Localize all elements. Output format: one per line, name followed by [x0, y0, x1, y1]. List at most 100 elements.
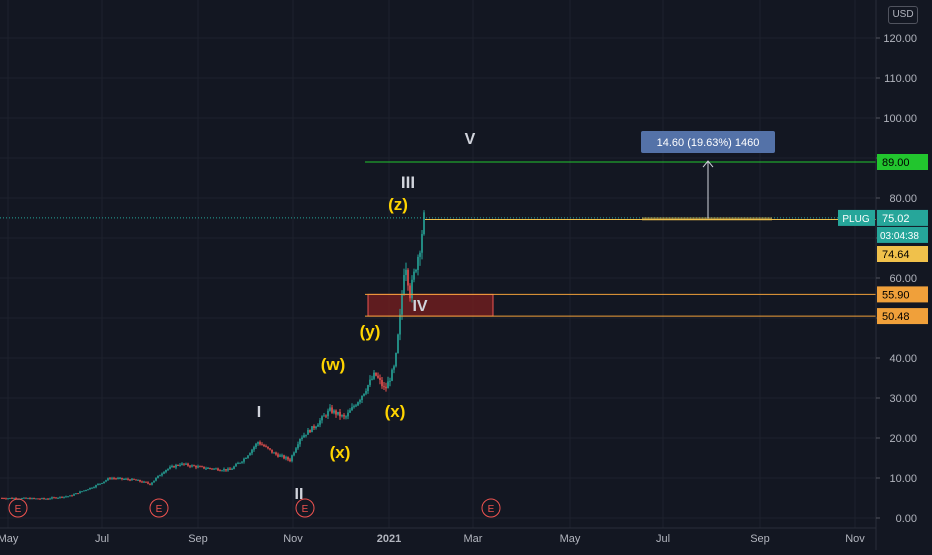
candle-body — [159, 475, 161, 477]
candle-body — [171, 466, 173, 468]
candle-body — [237, 463, 239, 465]
earnings-marker-label: E — [488, 504, 495, 515]
candle-body — [123, 479, 125, 481]
candle-body — [335, 410, 337, 415]
candle-body — [353, 406, 355, 408]
candle-body — [413, 271, 415, 280]
candle-body — [29, 498, 31, 500]
candle-body — [35, 498, 37, 500]
candle-body — [15, 498, 17, 500]
candle-body — [53, 497, 55, 499]
candle-body — [213, 468, 215, 470]
candle-body — [119, 477, 121, 479]
candle-body — [87, 489, 89, 491]
candle-body — [379, 377, 381, 381]
candle-body — [347, 412, 349, 417]
candle-body — [59, 496, 61, 498]
candle-body — [301, 437, 303, 440]
time-tick-label: Sep — [188, 533, 208, 545]
candle-body — [241, 461, 243, 463]
candle-body — [209, 467, 211, 469]
earnings-marker[interactable] — [295, 498, 315, 518]
candle-body — [229, 468, 231, 470]
candle-body — [421, 234, 423, 253]
candle-body — [235, 464, 237, 467]
time-tick-label: Mar — [464, 533, 483, 545]
candle-body — [375, 372, 377, 376]
price-tick-label: 10.00 — [889, 473, 917, 485]
candle-body — [219, 470, 221, 472]
candle-body — [11, 497, 13, 499]
candle-body — [223, 469, 225, 471]
candle-body — [43, 498, 45, 500]
candle-body — [313, 426, 315, 429]
candle-body — [345, 416, 347, 418]
candle-body — [7, 498, 9, 500]
candle-body — [357, 402, 359, 406]
candle-body — [181, 463, 183, 465]
grid — [0, 0, 876, 528]
candle-body — [299, 439, 301, 445]
candle-body — [141, 481, 143, 483]
candle-body — [411, 279, 413, 299]
candle-body — [165, 469, 167, 473]
wave-iv-zone — [367, 293, 494, 317]
candle-body — [269, 448, 271, 450]
candle-body — [169, 467, 171, 469]
candle-body — [37, 498, 39, 500]
candle-body — [57, 497, 59, 499]
candle-body — [157, 475, 159, 478]
time-tick-label: Jul — [656, 533, 670, 545]
candle-body — [199, 466, 201, 468]
measure-base — [642, 217, 772, 221]
candle-body — [273, 452, 275, 454]
price-tag-bg — [877, 246, 928, 262]
ticker-tag: PLUG — [842, 214, 869, 225]
candle-body — [149, 483, 151, 485]
candle-body — [383, 386, 385, 388]
candle-body — [45, 498, 47, 500]
candle-body — [81, 491, 83, 493]
earnings-marker[interactable] — [481, 498, 501, 518]
current-price-tag-bg — [877, 209, 928, 226]
price-tick-label: 110.00 — [884, 73, 917, 85]
candle-body — [283, 455, 285, 459]
candle-body — [233, 466, 235, 469]
earnings-marker[interactable] — [149, 498, 169, 518]
candle-body — [55, 497, 57, 499]
candle-body — [239, 462, 241, 464]
candle-body — [349, 410, 351, 413]
candle-body — [127, 478, 129, 480]
candle-body — [271, 449, 273, 453]
candle-body — [227, 468, 229, 471]
candle-body — [259, 442, 261, 445]
currency-badge[interactable]: USD — [888, 6, 918, 24]
price-tick-label: 0.00 — [896, 513, 917, 525]
candle-body — [95, 485, 97, 488]
candle-body — [251, 449, 253, 454]
candle-body — [49, 498, 51, 500]
candle-body — [23, 497, 25, 499]
candle-body — [143, 481, 145, 483]
candle-body — [41, 498, 43, 500]
candle-body — [295, 448, 297, 453]
ticker-tag-bg — [838, 209, 875, 226]
candle-body — [139, 479, 141, 482]
candle-body — [125, 478, 127, 480]
candle-body — [275, 452, 277, 455]
candle-body — [397, 334, 399, 354]
support-zone — [367, 293, 494, 317]
price-tick-label: 20.00 — [889, 433, 917, 445]
candle-body — [131, 478, 133, 481]
candle-body — [377, 375, 379, 378]
candle-body — [155, 477, 157, 481]
earnings-marker[interactable] — [8, 498, 28, 518]
price-tick-label: 80.00 — [889, 193, 917, 205]
candle-body — [61, 496, 63, 498]
candle-body — [291, 455, 293, 461]
earnings-marker-label: E — [15, 504, 22, 515]
candle-body — [201, 466, 203, 468]
candle-body — [315, 426, 317, 429]
